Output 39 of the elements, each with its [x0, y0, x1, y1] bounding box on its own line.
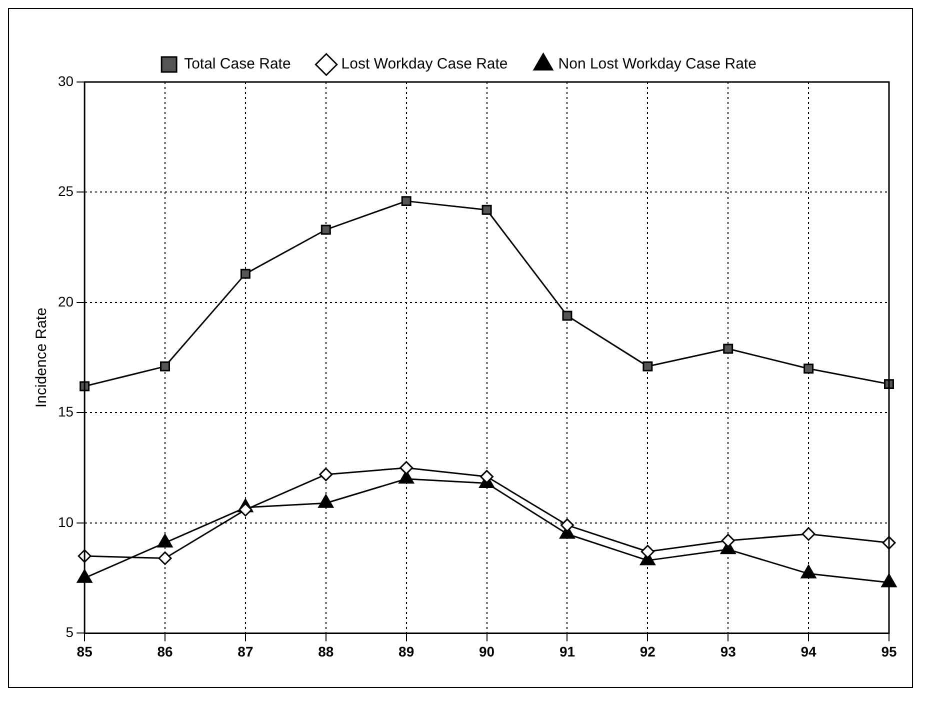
point — [642, 361, 653, 372]
x-tick-label: 95 — [881, 643, 897, 660]
x-tick-label: 94 — [800, 643, 817, 660]
y-tick-label: 30 — [58, 72, 74, 89]
y-axis-title: Incidence Rate — [33, 308, 50, 408]
y-tick-label: 10 — [58, 514, 74, 530]
point — [804, 364, 814, 374]
x-tick-label: 88 — [318, 643, 334, 660]
x-tick-label: 87 — [238, 643, 254, 660]
point — [802, 527, 816, 541]
x-tick-label: 86 — [157, 643, 174, 660]
point — [480, 470, 494, 484]
point — [238, 502, 252, 516]
y-tick-label: 20 — [58, 293, 74, 310]
point — [401, 196, 412, 206]
y-tick-label: 25 — [58, 183, 74, 200]
y-tick-label: 15 — [58, 404, 74, 420]
x-tick-label: 91 — [559, 643, 576, 660]
point — [723, 344, 734, 354]
point — [240, 268, 250, 279]
legend-label: Non Lost Workday Case Rate — [558, 56, 756, 73]
x-tick-label: 89 — [398, 643, 414, 660]
point — [319, 468, 333, 482]
x-tick-label: 90 — [478, 643, 495, 660]
point — [482, 204, 492, 215]
point — [320, 224, 331, 235]
point — [562, 310, 572, 321]
x-tick-label: 85 — [76, 643, 93, 660]
y-tick-label: 5 — [66, 624, 74, 640]
point — [158, 551, 172, 565]
point — [160, 361, 170, 372]
point — [640, 544, 654, 558]
legend-label: Total Case Rate — [184, 56, 291, 73]
point — [721, 534, 735, 548]
point — [560, 518, 574, 532]
point — [400, 461, 414, 475]
x-tick-label: 92 — [640, 643, 656, 660]
x-tick-label: 93 — [720, 643, 736, 660]
legend-label: Lost Workday Case Rate — [341, 56, 508, 73]
